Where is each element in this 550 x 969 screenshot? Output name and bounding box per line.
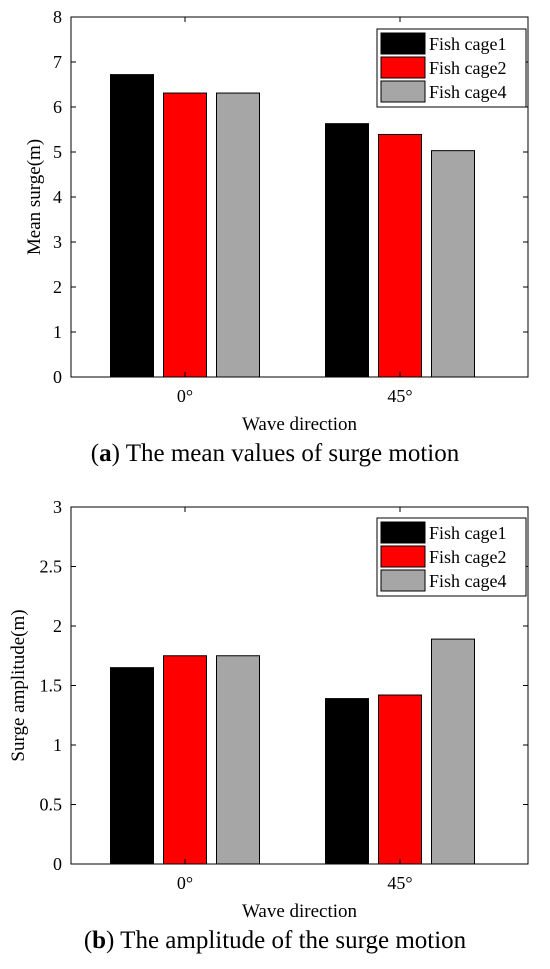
chart-a-xtick-label: 45° xyxy=(387,386,412,406)
chart-a-svg: 0 1 2 3 4 5 6 7 8 0° 45° Wave direction Mean surge(m… xyxy=(24,7,529,435)
chart-b-legend-swatch-1 xyxy=(380,521,426,544)
chart-a-ylabel: Mean surge(m) xyxy=(24,139,45,255)
chart-b-bar-1-1 xyxy=(110,667,154,865)
chart-b-legend-label-2: Fish cage2 xyxy=(429,547,506,567)
caption-b-text: The amplitude of the surge motion xyxy=(120,927,467,954)
caption-b-label: b xyxy=(92,927,107,954)
chart-a-xtick-label: 0° xyxy=(177,386,193,406)
chart-b-legend-label-1: Fish cage1 xyxy=(429,523,506,543)
chart-b-ytick-label: 2.5 xyxy=(40,557,63,577)
chart-a-bar-3-2 xyxy=(431,150,475,378)
chart-b-bar-2-2 xyxy=(378,694,422,865)
chart-b-legend-label-3: Fish cage4 xyxy=(429,571,506,591)
chart-b-ytick-label: 1.5 xyxy=(40,676,63,696)
caption-a-text: The mean values of surge motion xyxy=(125,440,460,467)
chart-b-legend-swatch-3 xyxy=(380,569,426,592)
chart-a-legend-label-2: Fish cage2 xyxy=(429,58,506,78)
chart-b-bar-2-1 xyxy=(163,655,207,865)
chart-a-bar-3-1 xyxy=(216,92,260,378)
chart-a-legend-label-1: Fish cage1 xyxy=(429,34,506,54)
chart-b-svg: 0 0.5 1 1.5 2 2.5 3 0° 45° Wave direction Surge am… xyxy=(8,497,529,922)
chart-b-ylabel: Surge amplitude(m) xyxy=(8,609,29,761)
chart-a-legend-swatch-2 xyxy=(380,56,426,79)
chart-a-legend-label-3: Fish cage4 xyxy=(429,82,506,102)
chart-b-ytick-label: 0.5 xyxy=(40,795,63,815)
chart-b-ytick-label: 3 xyxy=(53,497,62,517)
chart-a-bar-2-1 xyxy=(163,92,207,378)
chart-a-ytick-label: 7 xyxy=(53,52,62,72)
chart-a-ytick-label: 4 xyxy=(53,187,62,207)
chart-b-legend-swatch-2 xyxy=(380,545,426,568)
chart-a-ytick-label: 8 xyxy=(53,7,62,27)
chart-b-xtick-label: 0° xyxy=(177,873,193,893)
chart-b-bar-3-2 xyxy=(431,638,475,865)
chart-b-bar-3-1 xyxy=(216,655,260,865)
chart-a-ytick-label: 6 xyxy=(53,97,62,117)
chart-a-ytick-label: 3 xyxy=(53,232,62,252)
chart-a-bar-1-2 xyxy=(325,123,369,378)
chart-b-ytick-label: 1 xyxy=(53,735,62,755)
chart-a-ytick-label: 2 xyxy=(53,277,62,297)
caption-b: (b) The amplitude of the surge motion xyxy=(83,927,467,954)
chart-a-legend-swatch-1 xyxy=(380,32,426,55)
chart-b-xlabel: Wave direction xyxy=(242,901,358,922)
chart-a-ytick-label: 0 xyxy=(53,367,62,387)
chart-b-bar-1-2 xyxy=(325,698,369,865)
chart-b-ytick-label: 0 xyxy=(53,854,62,874)
chart-a-xlabel: Wave direction xyxy=(242,414,358,435)
chart-b: 0 0.5 1 1.5 2 2.5 3 0° 45° Wave direction Surge am… xyxy=(0,492,550,969)
chart-a-legend-swatch-3 xyxy=(380,80,426,103)
caption-a: (a) The mean values of surge motion xyxy=(90,440,460,467)
chart-a-ytick-label: 5 xyxy=(53,142,62,162)
chart-a: 0 1 2 3 4 5 6 7 8 0° 45° Wave direction Mean surge(m… xyxy=(0,0,550,484)
caption-a-label: a xyxy=(99,440,112,467)
chart-a-bar-2-2 xyxy=(378,133,422,378)
chart-b-ytick-label: 2 xyxy=(53,616,62,636)
chart-a-ytick-label: 1 xyxy=(53,322,62,342)
chart-b-xtick-label: 45° xyxy=(387,873,412,893)
chart-a-bar-1-1 xyxy=(110,74,154,378)
